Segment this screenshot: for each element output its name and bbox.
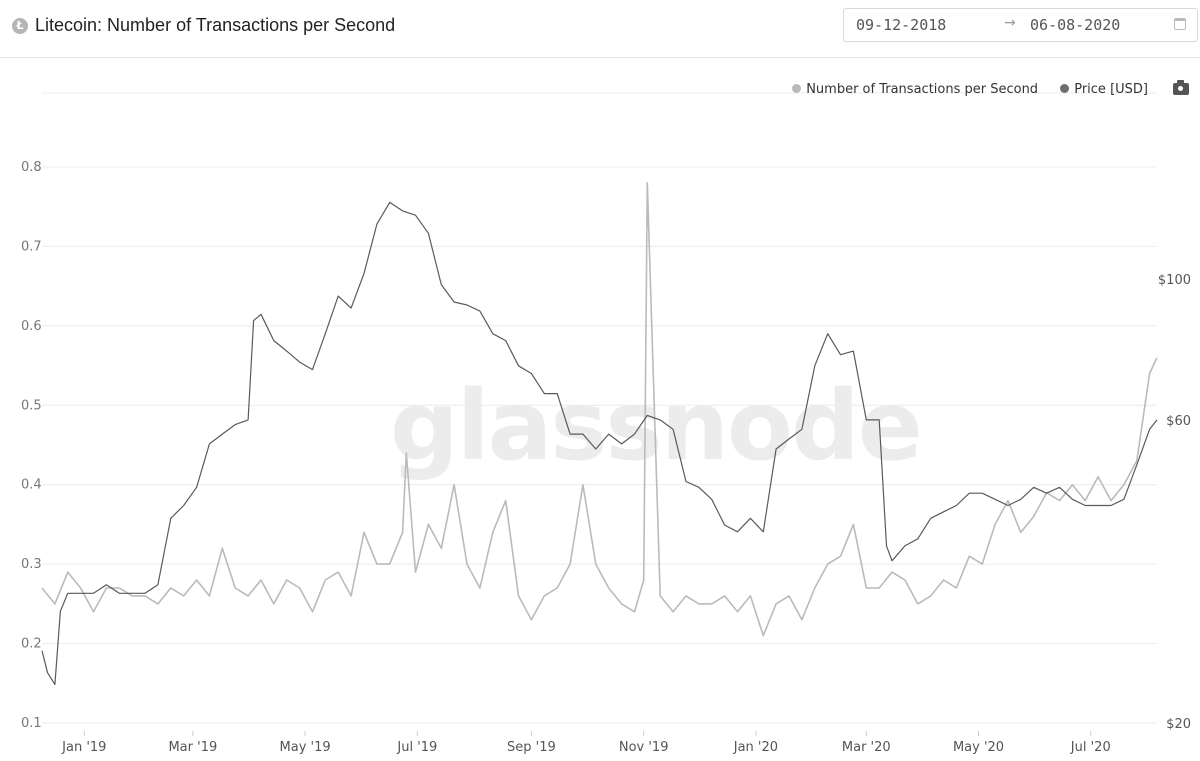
legend-dot-tps (792, 84, 802, 93)
date-from-input[interactable]: 09-12-2018 (856, 16, 947, 34)
y-tick-label: 0.6 (21, 319, 42, 334)
x-tick-label: Jul '19 (396, 740, 437, 755)
legend-label-tps: Number of Transactions per Second (806, 82, 1039, 97)
y-tick-label: 0.1 (21, 716, 42, 731)
y-tick-label: 0.4 (21, 478, 42, 493)
y-tick-label: 0.2 (21, 637, 42, 652)
x-tick-label: Nov '19 (619, 740, 669, 755)
x-tick-label: Jan '19 (61, 740, 106, 755)
x-tick-label: Mar '19 (168, 740, 217, 755)
page-title: Litecoin: Number of Transactions per Sec… (35, 15, 396, 35)
legend-label-price: Price [USD] (1074, 82, 1148, 97)
y-right-tick-label: $20 (1166, 717, 1191, 732)
legend: Number of Transactions per Second Price … (774, 82, 1148, 100)
chart-header: Ł Litecoin: Number of Transactions per S… (0, 0, 1200, 58)
y-tick-label: 0.3 (21, 557, 42, 572)
x-tick-label: May '20 (953, 740, 1004, 755)
legend-dot-price (1060, 84, 1070, 93)
date-range-picker[interactable]: 09-12-2018 → 06-08-2020 (843, 8, 1198, 42)
x-tick-label: Jul '20 (1070, 740, 1111, 755)
x-tick-label: Jan '20 (733, 740, 778, 755)
litecoin-icon: Ł (12, 18, 28, 34)
series-line-transactions-per-second (41, 182, 1158, 637)
legend-item-tps[interactable]: Number of Transactions per Second (792, 82, 1038, 97)
x-tick-label: Mar '20 (842, 740, 891, 755)
calendar-icon[interactable] (1174, 18, 1186, 30)
y-tick-label: 0.5 (21, 398, 42, 413)
camera-icon[interactable] (1173, 80, 1189, 95)
x-tick-label: Sep '19 (507, 740, 556, 755)
y-right-tick-label: $100 (1158, 273, 1191, 288)
arrow-right-icon: → (1004, 15, 1016, 31)
y-tick-label: 0.7 (21, 239, 42, 254)
legend-item-price[interactable]: Price [USD] (1060, 82, 1148, 97)
x-tick-label: May '19 (280, 740, 331, 755)
date-to-input[interactable]: 06-08-2020 (1030, 16, 1121, 34)
y-tick-label: 0.8 (21, 160, 42, 175)
series-line-price (41, 201, 1158, 686)
y-right-tick-label: $60 (1166, 414, 1191, 429)
